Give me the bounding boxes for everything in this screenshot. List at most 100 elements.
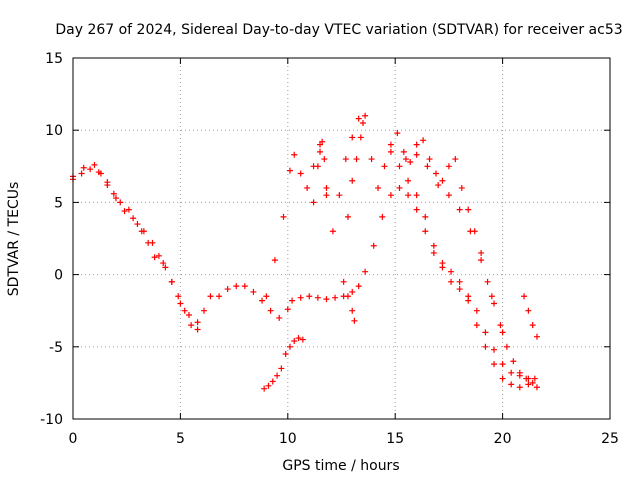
data-point — [499, 329, 506, 336]
data-point — [516, 372, 523, 379]
data-point — [478, 257, 485, 264]
x-tick-label: 5 — [176, 431, 185, 447]
data-point — [499, 361, 506, 368]
data-point — [521, 293, 528, 300]
data-point — [289, 297, 296, 304]
data-point — [125, 206, 132, 213]
data-point — [405, 192, 412, 199]
data-point — [445, 163, 452, 170]
data-point — [467, 228, 474, 235]
data-point — [362, 268, 369, 275]
data-point — [104, 179, 111, 186]
data-point — [138, 228, 145, 235]
data-point — [362, 112, 369, 119]
data-point — [491, 300, 498, 307]
data-point — [314, 163, 321, 170]
data-point — [207, 293, 214, 300]
data-point — [349, 134, 356, 141]
data-point — [491, 361, 498, 368]
data-point — [355, 283, 362, 290]
data-point — [194, 326, 201, 333]
data-point — [332, 294, 339, 301]
data-point — [445, 192, 452, 199]
data-point — [370, 242, 377, 249]
data-point — [91, 161, 98, 168]
data-point — [265, 382, 272, 389]
data-point — [499, 375, 506, 382]
data-point — [349, 288, 356, 295]
data-point — [491, 346, 498, 353]
data-point — [278, 365, 285, 372]
data-point — [351, 317, 358, 324]
y-axis-label: SDTVAR / TECUs — [6, 182, 22, 297]
data-point — [112, 195, 119, 202]
data-point — [349, 307, 356, 314]
data-point — [175, 293, 182, 300]
data-point — [336, 192, 343, 199]
data-point — [456, 206, 463, 213]
data-point — [276, 314, 283, 321]
data-point — [151, 254, 158, 261]
y-tick-label: 5 — [54, 195, 63, 211]
data-point — [465, 206, 472, 213]
series-late-branch — [387, 148, 532, 382]
data-point — [282, 351, 289, 358]
data-point — [488, 293, 495, 300]
x-tick-label: 20 — [494, 431, 512, 447]
data-point — [448, 268, 455, 275]
data-point — [424, 163, 431, 170]
y-tick-label: 15 — [45, 51, 63, 67]
data-point — [387, 148, 394, 155]
data-point — [95, 169, 102, 176]
data-point — [400, 148, 407, 155]
data-point — [121, 208, 128, 215]
data-point — [344, 213, 351, 220]
data-point — [201, 307, 208, 314]
data-point — [503, 343, 510, 350]
data-point — [181, 307, 188, 314]
x-tick-label: 0 — [69, 431, 78, 447]
x-tick-labels: 0 5 10 15 20 25 — [69, 431, 619, 447]
data-point — [323, 296, 330, 303]
data-point — [407, 158, 414, 165]
data-point — [381, 163, 388, 170]
data-point — [375, 184, 382, 191]
data-point — [355, 115, 362, 122]
data-point — [314, 294, 321, 301]
series-dip-13 — [340, 278, 358, 324]
data-point — [533, 384, 540, 391]
data-point — [304, 184, 311, 191]
data-point — [433, 170, 440, 177]
data-point — [297, 294, 304, 301]
data-point — [413, 141, 420, 148]
data-point — [162, 264, 169, 271]
data-point — [413, 151, 420, 158]
data-point — [430, 249, 437, 256]
data-point — [233, 283, 240, 290]
data-point — [185, 312, 192, 319]
data-point — [188, 322, 195, 329]
data-point — [426, 156, 433, 163]
data-point — [430, 242, 437, 249]
data-point — [263, 293, 270, 300]
data-point — [456, 286, 463, 293]
data-point — [168, 278, 175, 285]
data-point — [533, 333, 540, 340]
data-point — [117, 199, 124, 206]
data-point — [216, 293, 223, 300]
data-point — [482, 329, 489, 336]
series-midday-noisy-arc — [263, 112, 540, 391]
data-point — [342, 156, 349, 163]
data-point — [297, 170, 304, 177]
x-tick-label: 10 — [279, 431, 297, 447]
data-point — [482, 343, 489, 350]
series-spike-13 — [344, 119, 366, 220]
data-point — [435, 182, 442, 189]
y-tick-label: 0 — [54, 268, 63, 284]
data-point — [525, 307, 532, 314]
y-tick-label: 10 — [45, 123, 63, 139]
data-point — [306, 293, 313, 300]
data-point — [269, 378, 276, 385]
data-point — [396, 163, 403, 170]
data-point — [448, 278, 455, 285]
